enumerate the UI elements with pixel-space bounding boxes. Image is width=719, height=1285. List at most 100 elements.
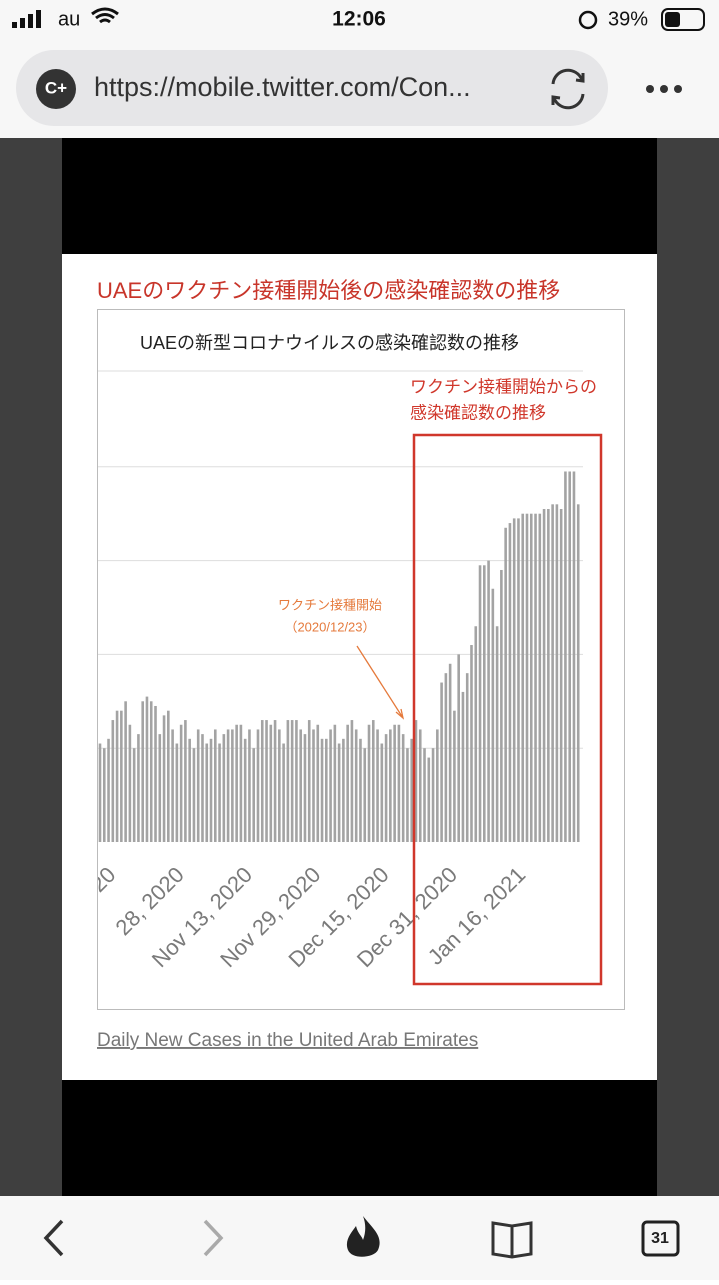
chart-title: UAEのワクチン接種開始後の感染確認数の推移 (97, 278, 560, 303)
bar (350, 720, 354, 842)
bar (141, 701, 144, 842)
site-icon (36, 69, 76, 109)
bar (397, 724, 401, 842)
bar (303, 734, 307, 842)
bar (538, 513, 542, 842)
bar (231, 729, 234, 842)
caption-link[interactable]: Daily New Cases in the United Arab Emira… (97, 1030, 478, 1051)
bar (222, 734, 226, 842)
bar (380, 743, 384, 842)
bar (500, 569, 503, 842)
url-bar[interactable] (16, 50, 608, 126)
bar (196, 729, 200, 842)
bar (551, 504, 554, 842)
bar (448, 663, 452, 842)
bar (461, 691, 465, 842)
bar (299, 729, 302, 842)
plot (98, 466, 583, 842)
bar (384, 734, 388, 842)
bar (376, 729, 379, 842)
bar (389, 729, 392, 842)
bar (192, 748, 196, 842)
bar (248, 729, 251, 842)
bar (576, 504, 580, 842)
bar (213, 729, 217, 842)
bar (184, 720, 187, 842)
bar (512, 518, 516, 842)
bar (564, 471, 567, 842)
bar (167, 710, 170, 842)
wifi-icon (91, 7, 119, 24)
site-icon-glyph: C+ (45, 78, 67, 97)
bar (312, 729, 315, 842)
bar (542, 509, 546, 842)
bar (478, 565, 482, 842)
bar (453, 710, 456, 842)
bar (252, 748, 256, 842)
bar (175, 743, 179, 842)
bar (363, 748, 367, 842)
bar (337, 743, 341, 842)
bar (470, 645, 473, 842)
bar (529, 513, 533, 842)
bar (149, 701, 153, 842)
tab-count[interactable]: 31 (651, 1230, 669, 1247)
bar (320, 738, 324, 842)
bar (568, 471, 571, 842)
bar (154, 705, 157, 842)
annotation: （2020/12/23） (284, 619, 375, 634)
bar (474, 626, 478, 842)
bar (260, 720, 264, 842)
clock: 12:06 (332, 8, 386, 31)
bar (290, 720, 294, 842)
chart-subtitle: UAEの新型コロナウイルスの感染確認数の推移 (140, 333, 519, 353)
battery-icon (661, 8, 705, 31)
bar (128, 724, 132, 842)
battery-level (665, 12, 680, 27)
url[interactable]: https://mobile.twitter.com/Con... (94, 72, 471, 102)
bar (205, 743, 209, 842)
bar (517, 518, 520, 842)
bar (457, 654, 460, 842)
bar (547, 509, 550, 842)
bar (295, 720, 298, 842)
bar (572, 471, 576, 842)
bar (508, 523, 512, 842)
bar (115, 710, 119, 842)
bar (410, 738, 414, 842)
reload-button[interactable] (551, 68, 585, 110)
bar (316, 724, 320, 842)
bar (329, 729, 332, 842)
rotation-lock-icon (578, 10, 598, 30)
bar (171, 729, 174, 842)
bar (307, 720, 311, 842)
highlight-box (412, 433, 603, 986)
bar (132, 748, 136, 842)
bar (406, 748, 409, 842)
battery-percent: 39% (608, 8, 648, 30)
menu-button[interactable] (646, 85, 682, 93)
bar (525, 513, 529, 842)
bar (414, 720, 418, 842)
back-button[interactable] (43, 1219, 64, 1257)
bar (491, 588, 495, 842)
bar (401, 734, 405, 842)
bar (145, 696, 149, 842)
bar (559, 509, 563, 842)
forward-button[interactable] (203, 1219, 224, 1257)
bar (256, 729, 260, 842)
bar (359, 738, 362, 842)
annotation-arrow (356, 645, 405, 720)
bar (102, 748, 106, 842)
tabs-button[interactable] (641, 1220, 680, 1257)
flame-button[interactable] (346, 1216, 380, 1257)
bar (495, 626, 499, 842)
bar (269, 724, 273, 842)
bar (158, 734, 162, 842)
bar (431, 748, 435, 842)
bar (273, 720, 277, 842)
bookmarks-button[interactable] (491, 1221, 533, 1259)
bar (371, 720, 375, 842)
bar (354, 729, 358, 842)
bar (286, 720, 290, 842)
